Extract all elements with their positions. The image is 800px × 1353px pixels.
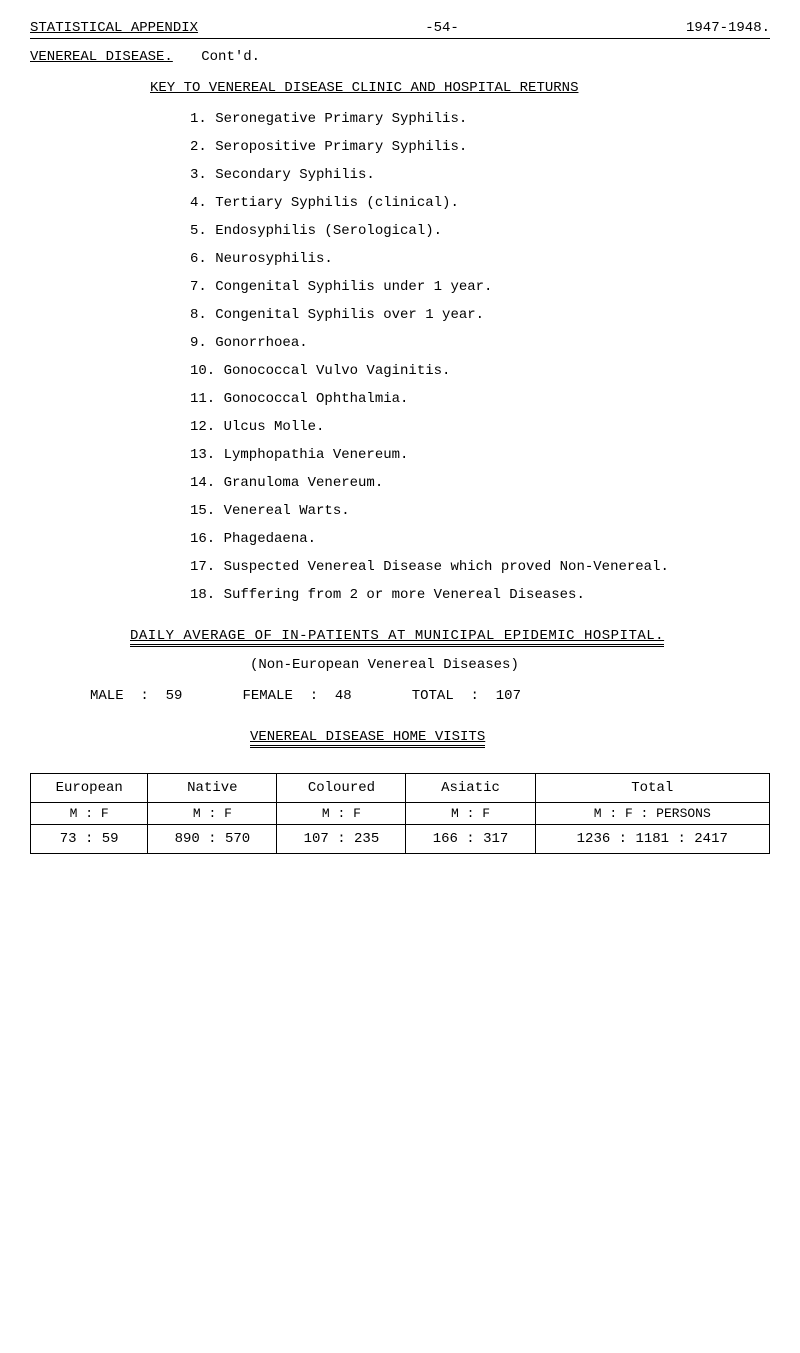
list-item: 5. Endosyphilis (Serological). (190, 223, 770, 239)
table-subheader-row: M : F M : F M : F M : F M : F : PERSONS (31, 803, 770, 825)
subheading: VENEREAL DISEASE. Cont'd. (30, 49, 770, 65)
subheading-value: Cont'd. (201, 49, 260, 65)
list-item: 12. Ulcus Molle. (190, 419, 770, 435)
col-native: Native (148, 774, 277, 803)
list-item: 9. Gonorrhoea. (190, 335, 770, 351)
list-item: 15. Venereal Warts. (190, 503, 770, 519)
subheading-label: VENEREAL DISEASE. (30, 49, 173, 65)
stats-row: MALE : 59 FEMALE : 48 TOTAL : 107 (90, 688, 770, 704)
header-center: -54- (425, 20, 459, 36)
header-right: 1947-1948. (686, 20, 770, 36)
sub-line: (Non-European Venereal Diseases) (250, 657, 770, 673)
key-list: 1. Seronegative Primary Syphilis. 2. Ser… (190, 111, 770, 603)
list-item: 6. Neurosyphilis. (190, 251, 770, 267)
col-coloured: Coloured (277, 774, 406, 803)
subhead-cell: M : F : PERSONS (535, 803, 769, 825)
male-stat: MALE : 59 (90, 688, 182, 704)
female-stat: FEMALE : 48 (242, 688, 351, 704)
list-item: 10. Gonococcal Vulvo Vaginitis. (190, 363, 770, 379)
key-heading: KEY TO VENEREAL DISEASE CLINIC AND HOSPI… (150, 80, 770, 96)
subhead-cell: M : F (148, 803, 277, 825)
data-cell: 166 : 317 (406, 825, 535, 854)
list-item: 18. Suffering from 2 or more Venereal Di… (190, 587, 770, 603)
col-total: Total (535, 774, 769, 803)
list-item: 1. Seronegative Primary Syphilis. (190, 111, 770, 127)
header-left: STATISTICAL APPENDIX (30, 20, 198, 36)
visits-heading-wrap: VENEREAL DISEASE HOME VISITS (30, 729, 770, 763)
list-item: 11. Gonococcal Ophthalmia. (190, 391, 770, 407)
list-item: 16. Phagedaena. (190, 531, 770, 547)
total-stat: TOTAL : 107 (412, 688, 521, 704)
list-item: 13. Lymphopathia Venereum. (190, 447, 770, 463)
data-cell: 1236 : 1181 : 2417 (535, 825, 769, 854)
page-header: STATISTICAL APPENDIX -54- 1947-1948. (30, 20, 770, 39)
list-item: 7. Congenital Syphilis under 1 year. (190, 279, 770, 295)
visits-table: European Native Coloured Asiatic Total M… (30, 773, 770, 854)
subhead-cell: M : F (277, 803, 406, 825)
subhead-cell: M : F (31, 803, 148, 825)
col-asiatic: Asiatic (406, 774, 535, 803)
list-item: 17. Suspected Venereal Disease which pro… (190, 559, 770, 575)
list-item: 3. Secondary Syphilis. (190, 167, 770, 183)
data-cell: 890 : 570 (148, 825, 277, 854)
table-header-row: European Native Coloured Asiatic Total (31, 774, 770, 803)
list-item: 2. Seropositive Primary Syphilis. (190, 139, 770, 155)
data-cell: 73 : 59 (31, 825, 148, 854)
table-row: 73 : 59 890 : 570 107 : 235 166 : 317 12… (31, 825, 770, 854)
visits-heading: VENEREAL DISEASE HOME VISITS (250, 729, 485, 748)
list-item: 8. Congenital Syphilis over 1 year. (190, 307, 770, 323)
subhead-cell: M : F (406, 803, 535, 825)
list-item: 14. Granuloma Venereum. (190, 475, 770, 491)
daily-average-heading: DAILY AVERAGE OF IN-PATIENTS AT MUNICIPA… (30, 628, 770, 657)
list-item: 4. Tertiary Syphilis (clinical). (190, 195, 770, 211)
data-cell: 107 : 235 (277, 825, 406, 854)
col-european: European (31, 774, 148, 803)
